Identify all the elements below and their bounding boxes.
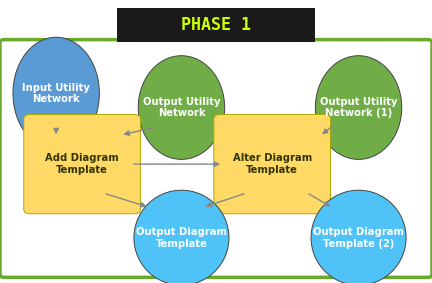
Ellipse shape xyxy=(13,37,99,149)
Ellipse shape xyxy=(138,56,225,159)
FancyBboxPatch shape xyxy=(214,115,330,214)
Text: Output Diagram
Template (2): Output Diagram Template (2) xyxy=(313,227,404,248)
Text: Output Diagram
Template: Output Diagram Template xyxy=(136,227,227,248)
FancyBboxPatch shape xyxy=(24,115,140,214)
FancyBboxPatch shape xyxy=(0,40,432,277)
Text: Alter Diagram
Template: Alter Diagram Template xyxy=(232,153,312,175)
Text: PHASE 1: PHASE 1 xyxy=(181,16,251,35)
Ellipse shape xyxy=(311,190,406,283)
Text: Input Utility
Network: Input Utility Network xyxy=(22,83,90,104)
Text: Output Utility
Network (1): Output Utility Network (1) xyxy=(320,97,397,118)
Bar xyxy=(117,8,315,42)
Text: Output Utility
Network: Output Utility Network xyxy=(143,97,220,118)
Ellipse shape xyxy=(134,190,229,283)
Ellipse shape xyxy=(315,56,402,159)
Text: Add Diagram
Template: Add Diagram Template xyxy=(45,153,119,175)
